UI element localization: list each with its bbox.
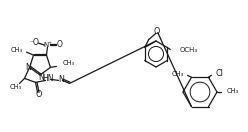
Text: Cl: Cl [216,69,223,78]
Text: N: N [38,72,44,81]
Text: OCH₃: OCH₃ [179,48,197,53]
Text: CH₃: CH₃ [9,84,22,90]
Text: N: N [26,63,31,72]
Text: CH₃: CH₃ [171,71,184,77]
Text: O: O [57,40,62,49]
Text: CH₃: CH₃ [62,60,75,66]
Text: O: O [35,90,42,99]
Text: ⁻O: ⁻O [30,38,39,47]
Text: CH₃: CH₃ [227,88,239,94]
Text: O: O [154,27,160,36]
Text: HN: HN [42,74,53,83]
Text: CH₃: CH₃ [10,47,23,53]
Text: N⁺: N⁺ [43,42,52,48]
Text: N: N [59,75,64,84]
